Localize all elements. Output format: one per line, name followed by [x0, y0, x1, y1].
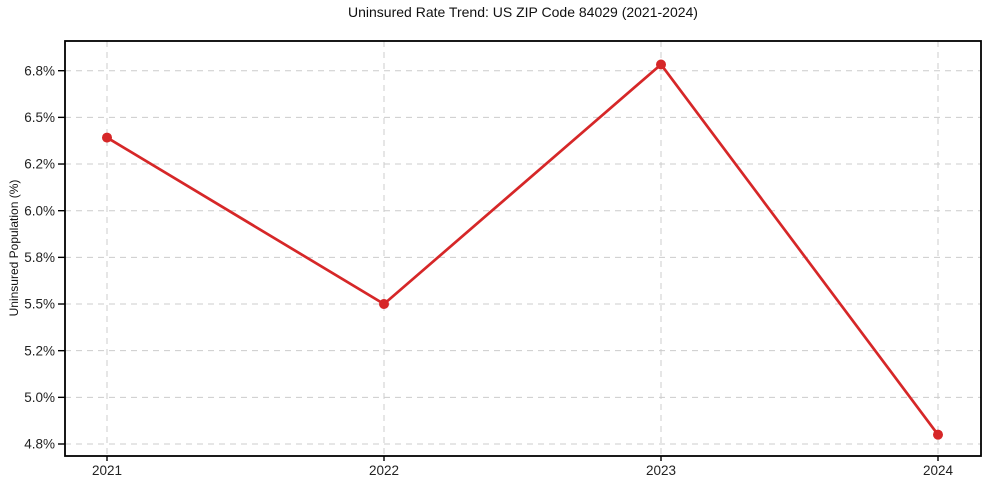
- y-tick-label: 6.0%: [24, 203, 55, 218]
- data-point-marker: [379, 299, 389, 310]
- y-tick-label: 6.8%: [24, 63, 55, 78]
- x-tick-label: 2024: [923, 463, 954, 478]
- data-point-marker: [656, 59, 666, 70]
- chart-title: Uninsured Rate Trend: US ZIP Code 84029 …: [348, 4, 698, 20]
- x-tick-label: 2023: [646, 463, 676, 478]
- plot-border: [64, 40, 982, 457]
- data-point-marker: [102, 132, 112, 143]
- trend-line: [105, 63, 940, 437]
- y-tick-label: 5.8%: [24, 250, 55, 265]
- y-tick-label: 5.2%: [24, 343, 55, 358]
- y-tick-label: 4.8%: [24, 437, 55, 452]
- y-axis-label: Uninsured Population (%): [7, 179, 21, 317]
- y-tick-label: 6.5%: [24, 110, 55, 125]
- x-tick-label: 2022: [369, 463, 399, 478]
- y-tick-label: 5.0%: [24, 390, 55, 405]
- y-tick-label: 6.2%: [24, 157, 55, 172]
- x-tick-label: 2021: [92, 463, 122, 478]
- data-point-marker: [933, 429, 943, 440]
- y-tick-label: 5.5%: [24, 297, 55, 312]
